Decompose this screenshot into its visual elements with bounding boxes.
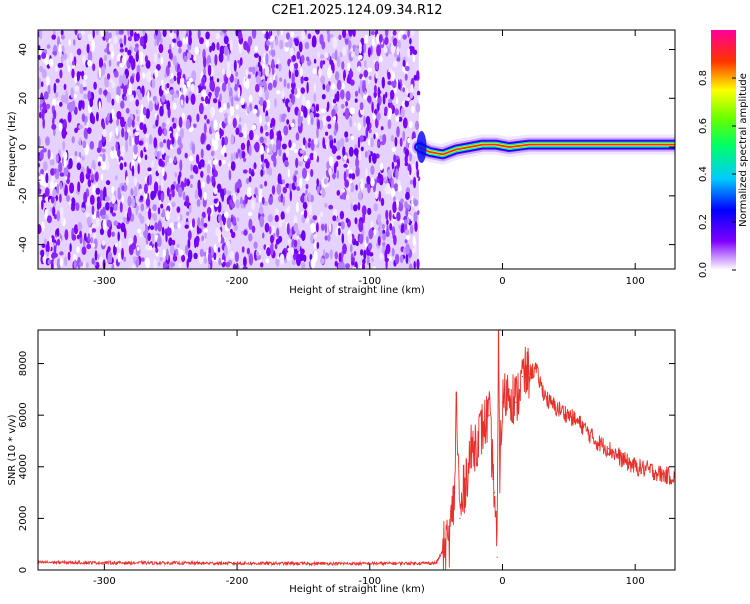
snr-trace <box>38 330 675 570</box>
snr-point <box>608 448 610 450</box>
y-tick-label: 0 <box>18 144 29 150</box>
colorbar-tick-label: 0.2 <box>698 214 709 230</box>
noise-speckles <box>38 30 421 269</box>
snr-point <box>548 401 550 403</box>
y-tick-label: -20 <box>18 188 29 204</box>
colorbar-ticks: 0.0 0.2 0.4 0.6 0.8 <box>698 70 736 278</box>
colorbar-tick-label: 0.8 <box>698 70 709 86</box>
colorbar-gradient <box>711 30 736 270</box>
snr-point <box>515 401 517 403</box>
snr-point <box>302 562 304 565</box>
x-tick-label: -200 <box>226 576 249 587</box>
snr-x-ticks: -300 -200 -100 0 100 <box>93 330 645 587</box>
figure-title: C2E1.2025.124.09.34.R12 <box>271 3 442 18</box>
snr-point <box>568 414 570 416</box>
x-tick-label: -100 <box>358 276 381 287</box>
y-tick-label: 20 <box>18 92 29 105</box>
snr-point <box>499 466 501 468</box>
snr-point <box>581 424 583 427</box>
spectrogram-y-ticks: -40 -20 0 20 40 <box>18 43 675 253</box>
y-tick-label: 6000 <box>18 402 29 427</box>
snr-point <box>508 388 510 390</box>
spectrogram-frame <box>37 29 676 270</box>
x-tick-label: -300 <box>93 576 116 587</box>
spectrogram-y-label: Frequency (Hz) <box>7 111 18 187</box>
snr-point <box>454 492 456 494</box>
snr-point <box>496 556 498 558</box>
y-tick-label: 40 <box>18 43 29 56</box>
x-tick-label: 100 <box>626 276 645 287</box>
x-tick-label: -300 <box>93 276 116 287</box>
snr-point <box>455 393 457 396</box>
colorbar-tick-label: 0.0 <box>698 262 709 278</box>
x-tick-label: -100 <box>358 576 381 587</box>
colorbar-tick-label: 0.4 <box>698 166 709 182</box>
snr-point <box>170 562 172 564</box>
snr-point <box>555 406 557 408</box>
snr-point <box>521 375 524 378</box>
snr-y-label: SNR (10 * v/v) <box>7 414 18 485</box>
snr-point <box>482 427 484 429</box>
snr-point <box>541 388 543 390</box>
ridge-core <box>417 143 675 156</box>
snr-point <box>435 562 437 564</box>
snr-point <box>103 562 105 564</box>
snr-y-ticks: 0 2000 4000 6000 8000 <box>18 351 675 573</box>
snr-point <box>634 466 636 468</box>
y-tick-label: 4000 <box>18 454 29 479</box>
snr-point <box>501 401 504 403</box>
snr-point <box>464 479 466 481</box>
snr-point <box>236 562 238 564</box>
snr-plot <box>38 330 675 570</box>
snr-point <box>475 440 477 442</box>
snr-point <box>459 517 461 520</box>
spectrogram-plot <box>38 30 675 269</box>
snr-point <box>535 368 537 370</box>
snr-point <box>661 473 663 476</box>
spectrogram-x-ticks: -300 -200 -100 0 100 <box>93 30 645 287</box>
x-tick-label: 0 <box>499 276 505 287</box>
y-tick-label: 0 <box>18 567 29 573</box>
snr-point <box>369 562 371 565</box>
colorbar-tick-label: 0.6 <box>698 118 709 134</box>
ridge-onset <box>416 131 427 164</box>
snr-point <box>493 492 496 494</box>
x-tick-label: 0 <box>499 576 505 587</box>
colorbar-label: Normalized spectral amplitude <box>738 73 749 227</box>
x-tick-label: -200 <box>226 276 249 287</box>
y-tick-label: 8000 <box>18 351 29 376</box>
y-tick-label: 2000 <box>18 506 29 531</box>
y-tick-label: -40 <box>18 236 29 252</box>
snr-x-label: Height of straight line (km) <box>289 584 425 595</box>
snr-point <box>528 373 530 375</box>
x-tick-label: 100 <box>626 576 645 587</box>
snr-point <box>448 538 450 540</box>
colorbar: 0.0 0.2 0.4 0.6 0.8 Normalized spectral ampl… <box>698 30 749 278</box>
snr-point <box>470 453 472 455</box>
snr-point <box>594 440 597 442</box>
snr-point <box>488 414 490 416</box>
snr-point <box>647 468 650 470</box>
spectrogram-x-label: Height of straight line (km) <box>289 285 425 296</box>
snr-point <box>621 458 623 460</box>
snr-frame <box>37 329 676 571</box>
